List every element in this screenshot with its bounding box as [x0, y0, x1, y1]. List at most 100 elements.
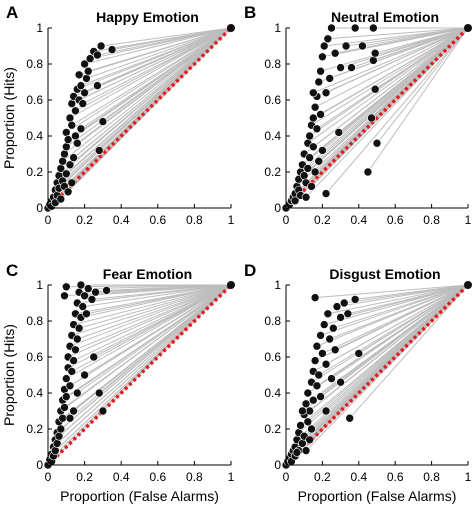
data-point — [56, 194, 66, 204]
data-point — [370, 84, 380, 94]
data-point — [314, 77, 324, 87]
corner-point — [464, 281, 472, 289]
y-tick-label: 0.2 — [26, 422, 43, 436]
data-point — [345, 413, 355, 423]
data-point — [71, 131, 80, 141]
data-point — [319, 320, 329, 329]
data-point — [369, 23, 378, 33]
y-tick-label: 0 — [36, 458, 43, 472]
data-point — [303, 417, 313, 427]
x-tick-label: 0.8 — [423, 213, 440, 227]
data-point — [312, 341, 322, 351]
data-point — [63, 187, 73, 197]
x-tick-label: 0.6 — [149, 470, 166, 484]
data-point — [308, 113, 318, 123]
data-point — [334, 128, 344, 137]
panel-a: A Happy Emotion 0 0.2 0.4 0.6 0.8 1 0 0.2 0.4 0.6 0.… — [1, 3, 235, 227]
roc-line — [80, 27, 232, 130]
y-tick-label: 0 — [274, 201, 281, 215]
x-tick-label: 0.2 — [76, 213, 93, 227]
data-point — [89, 352, 99, 362]
roc-line — [78, 27, 232, 101]
roc-line — [93, 284, 232, 358]
data-point — [58, 413, 67, 423]
data-point — [347, 63, 356, 72]
panel-letter: A — [6, 3, 18, 22]
data-point — [303, 388, 313, 398]
data-point — [325, 74, 334, 83]
x-tick-label: 1 — [465, 213, 472, 227]
data-point — [292, 448, 302, 457]
data-point — [58, 156, 67, 166]
chance-line — [284, 26, 470, 210]
data-point — [341, 41, 351, 51]
y-tick-label: 0 — [274, 458, 281, 472]
roc-line — [75, 27, 232, 112]
panel-b: B Neutral Emotion 0 0.2 0.4 0.6 0.8 1 0 0.2 0.4 0.6… — [244, 3, 472, 227]
y-tick-label: 0.4 — [26, 386, 43, 400]
data-point — [76, 280, 86, 290]
data-point — [336, 377, 345, 387]
roc-line — [314, 27, 469, 108]
y-tick-label: 0.8 — [26, 57, 43, 71]
data-points — [281, 281, 472, 470]
data-point — [60, 149, 69, 159]
chance-line — [284, 283, 470, 467]
y-tick-label: 0.6 — [26, 350, 43, 364]
data-point — [312, 381, 322, 391]
data-point — [296, 421, 305, 430]
roc-line — [312, 27, 469, 148]
data-point — [303, 164, 313, 173]
data-point — [363, 167, 373, 177]
y-tick-label: 0.2 — [264, 165, 281, 179]
data-point — [307, 182, 316, 191]
data-point — [310, 356, 320, 365]
data-point — [94, 388, 104, 398]
roc-line — [71, 27, 232, 126]
x-tick-label: 0 — [45, 213, 52, 227]
data-point — [63, 135, 73, 144]
data-point — [316, 66, 325, 76]
roc-line — [82, 284, 232, 308]
y-tick-label: 1 — [274, 21, 281, 35]
x-tick-label: 0.6 — [387, 470, 404, 484]
data-point — [336, 313, 345, 322]
roc-line — [62, 27, 232, 162]
roc-line — [340, 27, 469, 69]
data-point — [350, 295, 360, 304]
y-tick-label: 0.6 — [264, 93, 281, 107]
data-point — [316, 392, 325, 401]
roc-line — [77, 284, 232, 340]
data-point — [318, 146, 327, 155]
data-point — [82, 74, 91, 83]
data-point — [96, 41, 106, 51]
data-point — [72, 138, 82, 148]
data-point — [71, 345, 80, 355]
roc-line — [69, 27, 232, 166]
roc-line — [66, 284, 232, 398]
data-point — [87, 295, 97, 304]
x-tick-label: 1 — [465, 470, 472, 484]
roc-line — [102, 27, 232, 123]
x-tick-label: 0.4 — [113, 470, 130, 484]
data-point — [102, 286, 111, 295]
data-point — [321, 406, 331, 416]
data-point — [298, 439, 307, 448]
data-point — [76, 124, 86, 134]
data-point — [305, 406, 314, 416]
roc-line — [102, 284, 232, 412]
data-point — [343, 309, 353, 319]
roc-line — [66, 284, 232, 380]
roc-line — [64, 284, 232, 408]
data-point — [316, 110, 325, 119]
roc-line — [69, 284, 232, 347]
x-tick-label: 1 — [228, 213, 235, 227]
data-point — [305, 153, 314, 162]
panel-letter: B — [244, 3, 256, 22]
data-point — [76, 81, 86, 90]
data-point — [80, 291, 89, 301]
data-point — [98, 406, 108, 416]
data-point — [65, 160, 75, 170]
roc-line — [86, 27, 232, 79]
data-point — [330, 48, 340, 58]
